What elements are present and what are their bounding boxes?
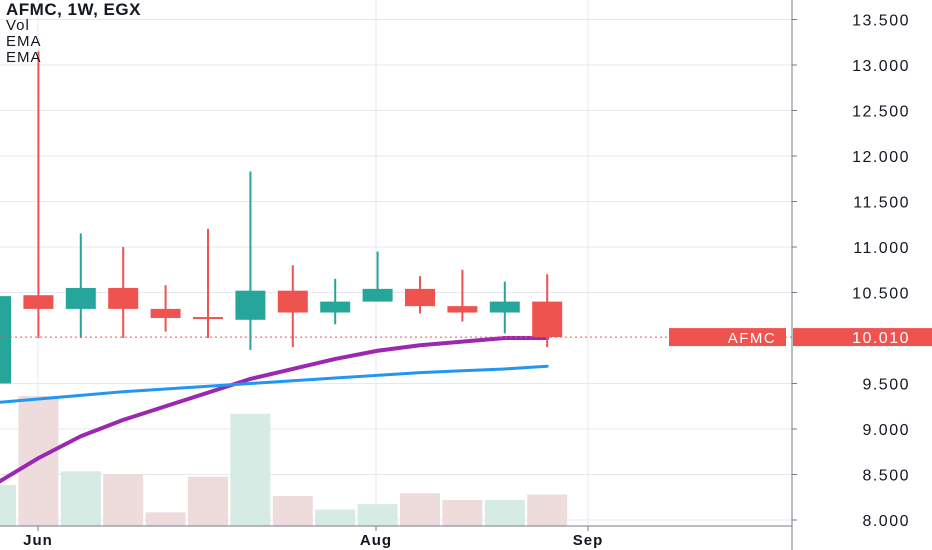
price-tick-label: 8.500 [862,468,910,485]
indicator-ema-2[interactable]: EMA [6,49,42,66]
candle-body[interactable] [23,295,54,309]
time-tick-label: Jun [23,532,53,549]
indicator-ema-1[interactable]: EMA [6,33,42,50]
symbol-title: AFMC, 1W, EGX [6,0,141,19]
symbol-tag-label: AFMC [728,330,777,347]
price-tick-label: 9.000 [862,422,910,439]
volume-bar [442,500,483,526]
candle-body[interactable] [532,301,563,338]
volume-bar [103,474,144,526]
indicator-vol[interactable]: Vol [6,17,30,34]
volume-bar [18,396,59,526]
volume-bar [527,494,568,526]
chart-legend: AFMC, 1W, EGX Vol EMA EMA [6,0,141,66]
ema-line-1 [0,336,550,484]
last-price-label: 10.010 [852,330,910,347]
candle-body[interactable] [489,301,520,313]
symbol-price-tag [669,328,786,347]
ema-line-2 [0,364,549,404]
candle-body[interactable] [447,306,478,313]
candle-body[interactable] [235,290,266,320]
price-tick-label: 13.000 [852,58,910,75]
price-tick-label: 12.500 [852,104,910,121]
volume-bar [188,476,228,526]
price-tick-label: 11.000 [853,240,910,257]
volume-bar [60,471,101,526]
time-tick-label: Aug [360,532,392,549]
volume-bar [0,484,16,526]
candle-body[interactable] [405,288,435,307]
candle-body[interactable] [150,308,181,318]
volume-bar [145,512,186,526]
candle-body[interactable] [277,290,308,313]
candle-body[interactable] [362,288,393,302]
volume-bar [230,413,271,526]
price-tick-label: 9.500 [862,377,910,394]
volume-bar [357,504,398,526]
candle-body[interactable] [65,287,96,309]
candle-body[interactable] [0,296,11,384]
volume-bar [400,493,440,526]
price-tick-label: 11.500 [853,195,910,212]
candle-body[interactable] [108,287,139,309]
candle-body[interactable] [320,301,351,313]
time-tick-label: Sep [573,532,604,549]
volume-bar [272,495,313,526]
volume-bar [315,509,356,526]
price-tick-label: 12.000 [852,149,910,166]
price-tick-label: 13.500 [852,13,910,30]
candle-body[interactable] [193,317,223,320]
price-tick-label: 10.500 [852,286,910,303]
last-price-tag [793,328,932,347]
price-tick-label: 8.000 [862,513,910,530]
volume-bar [484,500,525,526]
